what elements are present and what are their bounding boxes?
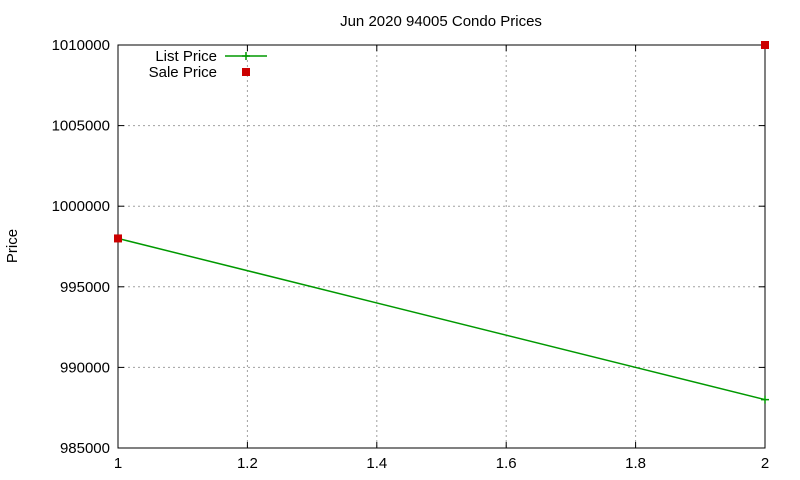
x-tick-label: 1.6 bbox=[496, 455, 517, 472]
x-tick-label: 2 bbox=[761, 455, 769, 472]
plot-frame bbox=[117, 44, 766, 449]
sale-price-point bbox=[114, 234, 122, 243]
y-tick-label: 1005000 bbox=[52, 118, 110, 135]
y-tick-label: 1000000 bbox=[52, 198, 110, 215]
list-price-legend-marker bbox=[242, 52, 250, 60]
chart-title: Jun 2020 94005 Condo Prices bbox=[340, 13, 542, 30]
series-layer bbox=[114, 41, 769, 404]
y-axis-label: Price bbox=[4, 229, 21, 263]
x-tick-label: 1.8 bbox=[625, 455, 646, 472]
grid-lines bbox=[118, 45, 765, 448]
y-tick-label: 990000 bbox=[60, 359, 110, 376]
x-tick-labels: 1 1.2 1.4 1.6 1.8 2 bbox=[114, 455, 769, 472]
list-price-legend-label: List Price bbox=[155, 48, 217, 65]
x-tick-label: 1.4 bbox=[366, 455, 387, 472]
sale-price-point bbox=[761, 41, 769, 49]
y-tick-label: 995000 bbox=[60, 279, 110, 296]
x-tick-label: 1 bbox=[114, 455, 122, 472]
list-price-point bbox=[761, 395, 769, 404]
list-price-line bbox=[117, 237, 766, 401]
y-tick-labels: 985000 990000 995000 1000000 1005000 1010000 bbox=[52, 37, 110, 457]
y-tick-label: 985000 bbox=[60, 440, 110, 457]
y-tick-label: 1010000 bbox=[52, 37, 110, 54]
sale-price-legend-label: Sale Price bbox=[149, 64, 217, 81]
sale-price-legend-marker bbox=[242, 68, 250, 76]
axis-ticks bbox=[117, 44, 766, 449]
x-tick-label: 1.2 bbox=[237, 455, 258, 472]
